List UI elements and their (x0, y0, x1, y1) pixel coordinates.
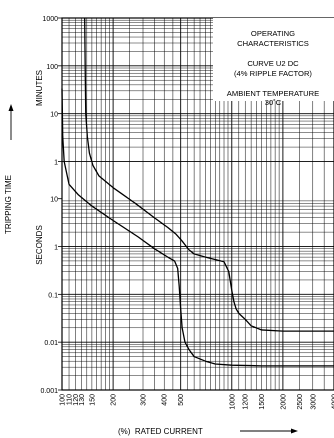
upper-trip-curve (84, 17, 334, 332)
x-tick-label: 110 (67, 394, 74, 405)
x-axis-arrowhead (291, 428, 298, 434)
annotation-characteristics: CHARACTERISTICS (237, 39, 309, 48)
annotation-temperature: 30˚C (265, 98, 282, 107)
annotation-ripple: (4% RIPPLE FACTOR) (234, 69, 312, 78)
x-tick-label: 3000 (310, 394, 317, 410)
y-tick-label-minutes: 1000 (42, 16, 58, 23)
annotation-curve: CURVE U2 DC (247, 59, 299, 68)
curves (61, 17, 334, 367)
y-tick-label-minutes: 1 (54, 159, 58, 166)
x-tick-label: 130 (79, 394, 86, 406)
annotation-operating: OPERATING (251, 29, 295, 38)
x-tick-label: 150 (89, 394, 96, 406)
annotation-ambient: AMBIENT TEMPERATURE (227, 89, 319, 98)
annotation-panel (213, 18, 334, 101)
y-tick-label-minutes: 100 (46, 64, 58, 71)
x-tick-label: 500 (178, 394, 185, 406)
y-axis-arrowhead (8, 104, 14, 111)
y-tick-label-seconds: 10 (50, 197, 58, 204)
y-tick-label-seconds: 1 (54, 245, 58, 252)
x-tick-label: 2500 (297, 394, 304, 410)
labels: MINUTES SECONDS TRIPPING TIME (%) RATED … (4, 70, 203, 436)
x-tick-label: 1500 (259, 394, 266, 410)
y-tick-label-minutes: 10 (50, 112, 58, 119)
y-tick-label-seconds: 0.01 (44, 340, 58, 347)
x-tick-label: 1000 (229, 394, 236, 410)
x-tick-label: 300 (141, 394, 148, 406)
x-tick-label: 1200 (243, 394, 250, 410)
x-tick-label: 4000 (332, 394, 334, 410)
x-tick-label: 400 (162, 394, 169, 406)
x-tick-label: 200 (111, 394, 118, 406)
y-tick-label-seconds: 0.1 (48, 292, 58, 299)
x-tick-label: 120 (73, 394, 80, 406)
lower-trip-curve (61, 88, 334, 367)
x-axis-label: (%) RATED CURRENT (118, 427, 203, 436)
y-axis-label: TRIPPING TIME (4, 175, 13, 234)
y-unit-seconds: SECONDS (35, 225, 44, 265)
y-unit-minutes: MINUTES (35, 70, 44, 106)
y-tick-label-seconds: 0.001 (40, 388, 58, 395)
x-tick-label: 2000 (280, 394, 287, 410)
plot-frame (61, 17, 334, 391)
x-tick-label: 100 (60, 394, 67, 406)
